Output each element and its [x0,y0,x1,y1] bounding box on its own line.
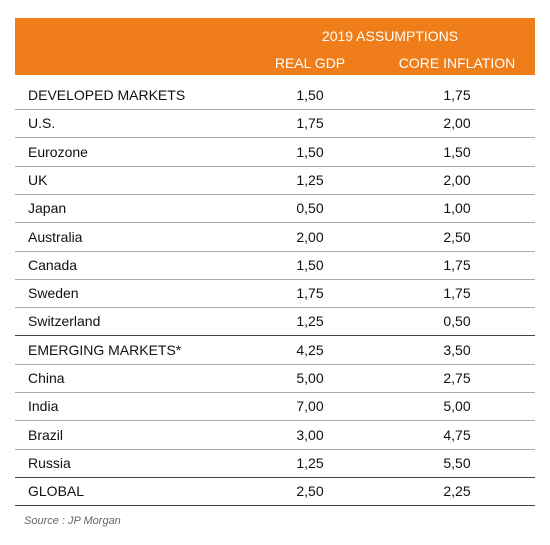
column-header: REAL GDP [274,55,346,71]
table-row [15,109,535,139]
row-label: DEVELOPED MARKETS [28,87,186,103]
cell-value: 2,50 [443,228,471,245]
cell-value: 1,75 [296,115,324,132]
source-note: Source : JP Morgan [24,515,121,527]
row-label: GLOBAL [28,483,85,500]
cell-value: 0,50 [443,313,471,330]
row-label: Sweden [28,285,79,302]
cell-value: 1,50 [296,87,324,103]
table-row [15,392,535,422]
cell-value: 1,75 [443,87,471,103]
table-row [15,166,535,195]
row-label: U.S. [28,115,56,132]
table-row [15,477,535,507]
row-label: Brazil [28,426,64,443]
row-label: Switzerland [28,313,101,330]
table-row [15,336,535,365]
table-row [15,138,535,167]
cell-value: 2,50 [296,483,324,500]
table-row [15,421,535,450]
cell-value: 1,75 [443,256,471,273]
table-row [15,279,535,309]
cell-value: 1,25 [296,454,324,471]
table-row [15,194,535,224]
cell-value: 3,00 [296,426,324,443]
table-row [15,364,535,393]
cell-value: 2,00 [296,228,324,245]
cell-value: 1,50 [296,143,324,160]
row-label: Canada [28,256,78,273]
table-row [15,307,535,337]
cell-value: 2,00 [443,115,471,132]
cell-value: 5,00 [296,370,324,386]
row-label: UK [28,171,48,188]
cell-value: 2,25 [443,483,471,500]
table-row [15,449,535,478]
table-row [15,223,535,252]
cell-value: 5,00 [443,398,471,415]
row-label: Australia [28,228,83,245]
row-label: India [28,398,59,415]
cell-value: 7,00 [296,398,324,415]
table-header [15,18,535,75]
cell-value: 3,50 [443,341,471,358]
row-label: China [28,370,65,386]
cell-value: 2,75 [443,370,471,386]
cell-value: 1,75 [296,285,324,302]
cell-value: 0,50 [296,200,324,217]
cell-value: 4,75 [443,426,471,443]
cell-value: 1,00 [443,200,471,217]
cell-value: 1,75 [443,285,471,302]
cell-value: 1,25 [296,171,324,188]
cell-value: 1,25 [296,313,324,330]
cell-value: 5,50 [443,454,471,471]
table-row [15,251,535,280]
row-label: EMERGING MARKETS* [28,341,182,358]
header-title: 2019 ASSUMPTIONS [321,28,459,44]
row-label: Japan [28,200,67,217]
row-label: Russia [28,454,71,471]
cell-value: 1,50 [296,256,324,273]
cell-value: 1,50 [443,143,471,160]
table-row [15,81,535,110]
cell-value: 2,00 [443,171,471,188]
column-header: CORE INFLATION [398,55,516,71]
row-label: Eurozone [28,143,88,160]
cell-value: 4,25 [296,341,324,358]
